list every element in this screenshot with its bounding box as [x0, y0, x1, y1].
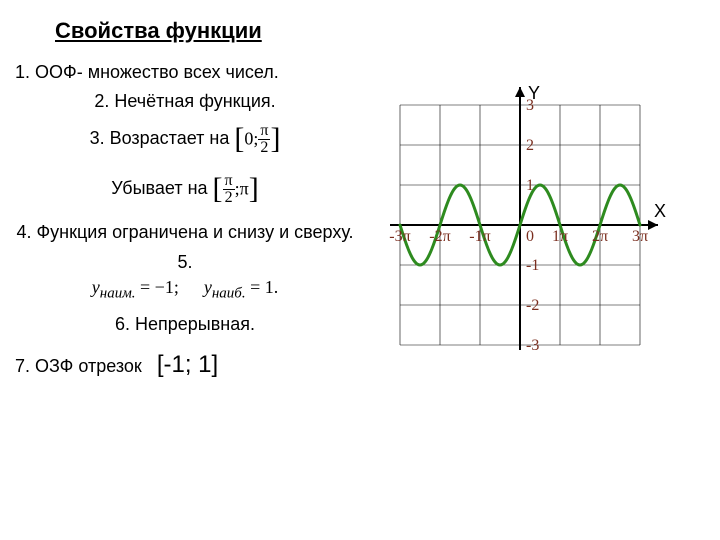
svg-text:X: X [654, 201, 666, 221]
y-max-val: = 1. [250, 277, 278, 297]
svg-text:0: 0 [526, 228, 534, 245]
interval-1: [0;π2] [234, 118, 280, 160]
svg-text:2π: 2π [592, 228, 608, 245]
y-max-label: унаиб. = 1. [204, 275, 278, 305]
properties-list: 1. ООФ- множество всех чисел. 2. Нечётна… [15, 60, 355, 385]
y-min-label: унаим. = −1; [92, 275, 179, 305]
page-title: Свойства функции [55, 18, 262, 44]
prop-4: 4. Функция ограничена и снизу и сверху. [15, 220, 355, 245]
prop-1: 1. ООФ- множество всех чисел. [15, 60, 355, 85]
prop-3b-text: Убывает на [111, 178, 207, 198]
y-max-var: у [204, 277, 212, 297]
y-min-val: = −1; [140, 277, 179, 297]
prop-5-label: 5. [15, 250, 355, 275]
prop-2: 2. Нечётная функция. [15, 89, 355, 114]
prop-7-value: [-1; 1] [157, 351, 218, 378]
prop-7-text: 7. ОЗФ отрезок [15, 356, 142, 376]
prop-7: 7. ОЗФ отрезок [-1; 1] [15, 348, 355, 382]
svg-text:-2π: -2π [429, 228, 450, 245]
interval-2: [π2;π] [213, 168, 259, 210]
svg-text:-3: -3 [526, 337, 539, 354]
prop-6: 6. Непрерывная. [15, 312, 355, 337]
y-min-sub: наим. [100, 285, 136, 301]
svg-text:1π: 1π [552, 228, 568, 245]
svg-text:-1: -1 [526, 257, 539, 274]
prop-5: 5. унаим. = −1; унаиб. = 1. [15, 250, 355, 305]
svg-text:Y: Y [528, 85, 540, 103]
svg-text:3π: 3π [632, 228, 648, 245]
y-min-var: у [92, 277, 100, 297]
sine-chart: -3π-2π-1π01π2π3π-3-2-1123XY [370, 85, 700, 365]
prop-3-text: 3. Возрастает на [90, 128, 230, 148]
y-max-sub: наиб. [212, 285, 246, 301]
svg-text:-1π: -1π [469, 228, 490, 245]
prop-3: 3. Возрастает на [0;π2] [15, 118, 355, 160]
svg-text:-3π: -3π [389, 228, 410, 245]
prop-3b: Убывает на [π2;π] [15, 168, 355, 210]
svg-text:2: 2 [526, 137, 534, 154]
svg-text:1: 1 [526, 177, 534, 194]
svg-text:-2: -2 [526, 297, 539, 314]
